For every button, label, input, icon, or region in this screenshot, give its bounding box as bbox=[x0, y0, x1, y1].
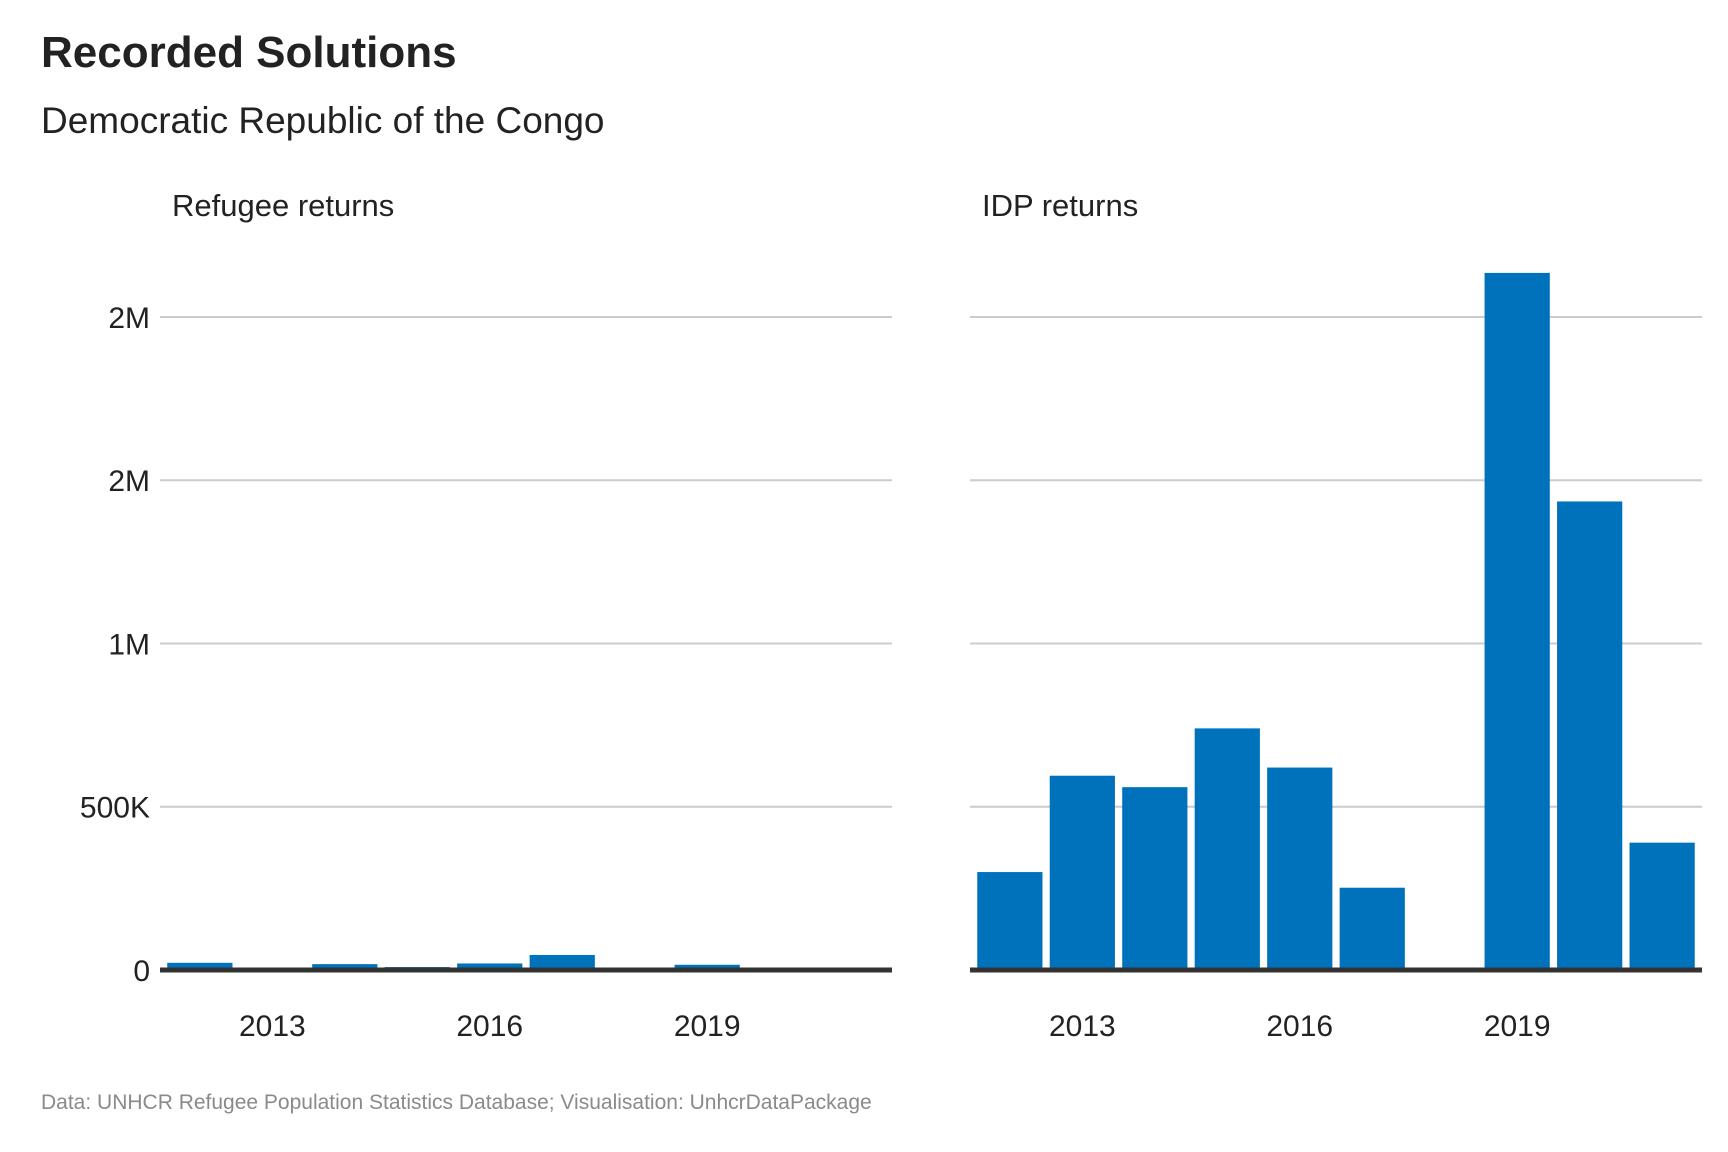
chart-caption: Data: UNHCR Refugee Population Statistic… bbox=[41, 1091, 872, 1114]
bar-0-2014 bbox=[312, 964, 378, 970]
y-tick-label: 1M bbox=[108, 628, 150, 661]
bar-1-2020 bbox=[1557, 501, 1623, 970]
chart-subtitle: Democratic Republic of the Congo bbox=[41, 100, 605, 141]
x-tick-label: 2013 bbox=[1049, 1010, 1116, 1043]
bar-0-2012 bbox=[167, 962, 233, 970]
bar-1-2017 bbox=[1339, 887, 1405, 970]
bar-1-2019 bbox=[1484, 272, 1550, 970]
x-tick-label: 2013 bbox=[239, 1010, 306, 1043]
bar-0-2016 bbox=[457, 963, 523, 970]
facet-title-1: IDP returns bbox=[982, 188, 1138, 223]
y-tick-label: 0 bbox=[133, 955, 150, 988]
y-tick-label: 500K bbox=[80, 792, 150, 825]
x-tick-label: 2019 bbox=[1484, 1010, 1551, 1043]
bar-1-2021 bbox=[1629, 842, 1695, 970]
x-tick-label: 2019 bbox=[674, 1010, 741, 1043]
chart-title: Recorded Solutions bbox=[41, 28, 457, 77]
bar-1-2014 bbox=[1122, 787, 1188, 970]
x-tick-label: 2016 bbox=[456, 1010, 523, 1043]
bar-1-2016 bbox=[1267, 767, 1333, 970]
bar-1-2012 bbox=[977, 872, 1043, 970]
bar-1-2013 bbox=[1049, 775, 1115, 970]
x-tick-label: 2016 bbox=[1266, 1010, 1333, 1043]
bar-0-2017 bbox=[529, 954, 595, 970]
y-tick-label: 2M bbox=[108, 302, 150, 335]
y-tick-label: 2M bbox=[108, 465, 150, 498]
bar-1-2015 bbox=[1194, 728, 1260, 970]
facet-title-0: Refugee returns bbox=[172, 188, 394, 223]
bar-0-2019 bbox=[674, 964, 740, 970]
